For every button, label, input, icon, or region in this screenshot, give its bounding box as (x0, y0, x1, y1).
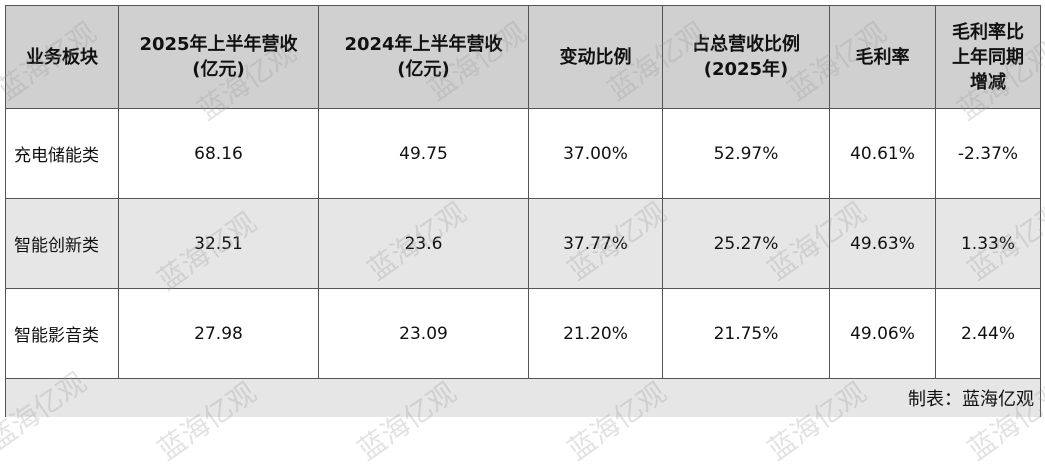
value-cell: 2.44% (935, 288, 1041, 379)
value-cell: 37.00% (528, 108, 663, 199)
table-row: 智能影音类 27.98 23.09 21.20% 21.75% 49.06% 2.44% (5, 288, 1041, 379)
column-header: 毛利率 (829, 5, 936, 109)
segment-name-cell: 充电储能类 (5, 108, 119, 199)
table-source-note: 制表：蓝海亿观 (5, 378, 1041, 417)
value-cell: 68.16 (118, 108, 319, 199)
value-cell: 21.20% (528, 288, 663, 379)
value-cell: 37.77% (528, 198, 663, 289)
value-cell: 23.09 (318, 288, 529, 379)
value-cell: 49.63% (829, 198, 936, 289)
value-cell: 32.51 (118, 198, 319, 289)
value-cell: -2.37% (935, 108, 1041, 199)
value-cell: 52.97% (662, 108, 830, 199)
segment-name-cell: 智能创新类 (5, 198, 119, 289)
column-header: 变动比例 (528, 5, 663, 109)
value-cell: 49.75 (318, 108, 529, 199)
column-header: 毛利率比 上年同期 增减 (935, 5, 1041, 109)
column-header: 业务板块 (5, 5, 119, 109)
segment-name-cell: 智能影音类 (5, 288, 119, 379)
value-cell: 1.33% (935, 198, 1041, 289)
column-header: 占总营收比例 (2025年) (662, 5, 830, 109)
value-cell: 23.6 (318, 198, 529, 289)
value-cell: 40.61% (829, 108, 936, 199)
value-cell: 21.75% (662, 288, 830, 379)
value-cell: 25.27% (662, 198, 830, 289)
data-table: 业务板块 2025年上半年营收 (亿元) 2024年上半年营收 (亿元) 变动比例 占总… (5, 5, 1041, 417)
table-row: 智能创新类 32.51 23.6 37.77% 25.27% 49.63% 1.33% (5, 198, 1041, 289)
header-row: 业务板块 2025年上半年营收 (亿元) 2024年上半年营收 (亿元) 变动比例 占总… (5, 5, 1041, 109)
column-header: 2024年上半年营收 (亿元) (318, 5, 529, 109)
column-header: 2025年上半年营收 (亿元) (118, 5, 319, 109)
value-cell: 49.06% (829, 288, 936, 379)
table-row: 充电储能类 68.16 49.75 37.00% 52.97% 40.61% -2.37% (5, 108, 1041, 199)
value-cell: 27.98 (118, 288, 319, 379)
footer-row: 制表：蓝海亿观 (5, 378, 1041, 417)
